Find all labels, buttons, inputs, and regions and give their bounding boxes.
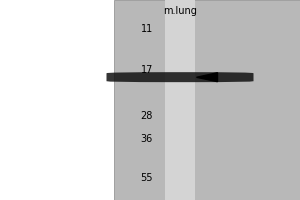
Bar bbox=[165, 0, 195, 200]
FancyBboxPatch shape bbox=[106, 72, 254, 82]
Bar bbox=[114, 0, 300, 200]
Text: 28: 28 bbox=[141, 111, 153, 121]
Text: m.lung: m.lung bbox=[163, 6, 197, 16]
Text: 55: 55 bbox=[140, 173, 153, 183]
Text: 11: 11 bbox=[141, 24, 153, 34]
Text: 36: 36 bbox=[141, 134, 153, 144]
Polygon shape bbox=[196, 73, 218, 82]
Text: 17: 17 bbox=[141, 65, 153, 75]
Bar bbox=[0, 0, 114, 200]
